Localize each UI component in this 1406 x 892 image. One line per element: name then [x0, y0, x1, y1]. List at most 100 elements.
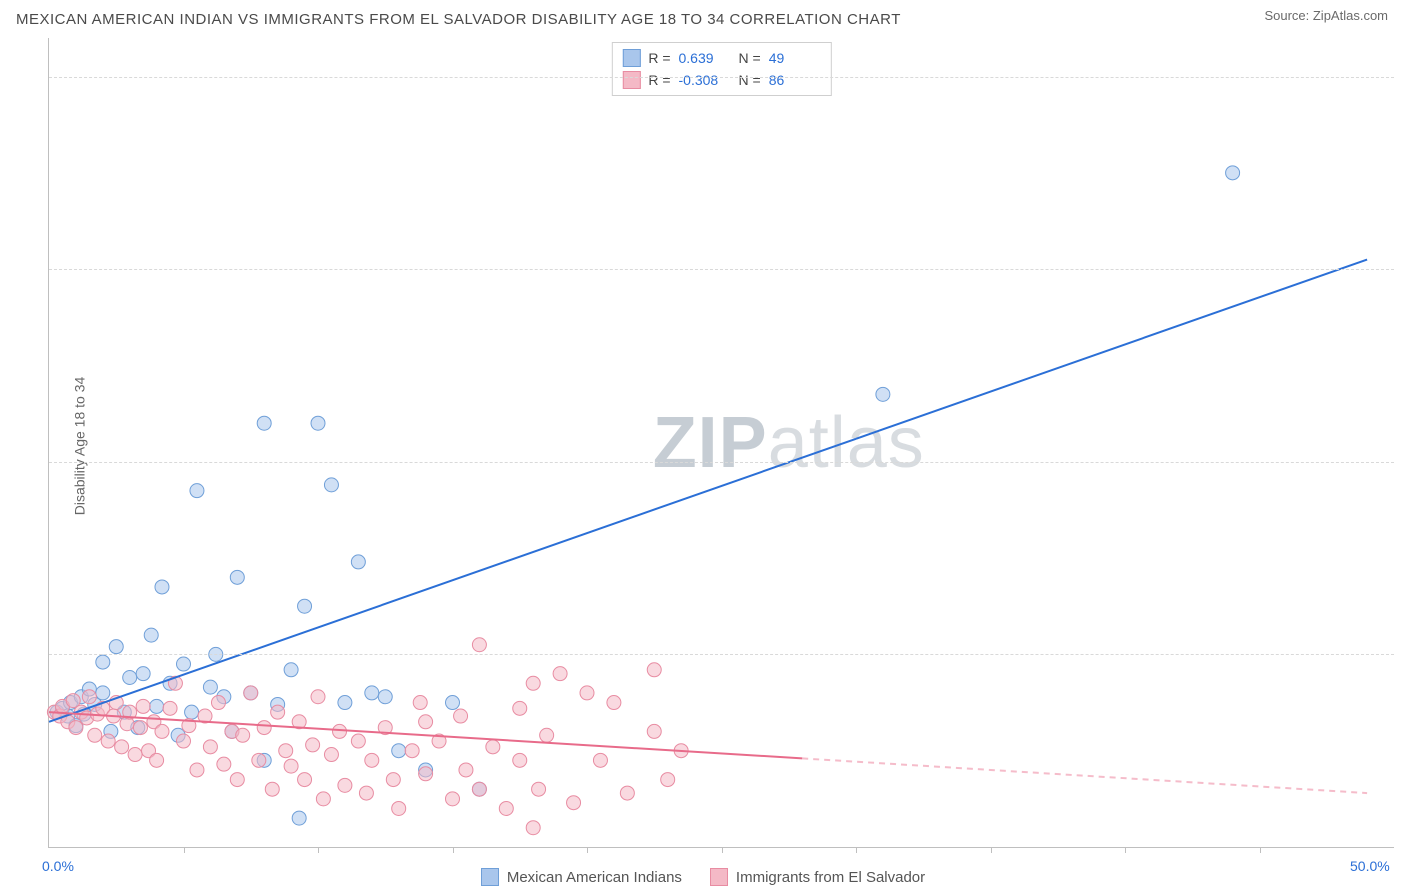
data-point	[298, 599, 312, 613]
data-point	[324, 478, 338, 492]
data-point	[203, 680, 217, 694]
correlation-stats-box: R = 0.639 N = 49R =-0.308N =86	[611, 42, 831, 96]
data-point	[306, 738, 320, 752]
data-point	[351, 734, 365, 748]
x-tick	[587, 847, 588, 853]
x-tick	[991, 847, 992, 853]
data-point	[190, 763, 204, 777]
data-point	[338, 778, 352, 792]
data-point	[298, 773, 312, 787]
data-point	[230, 570, 244, 584]
x-tick	[184, 847, 185, 853]
data-point	[284, 759, 298, 773]
data-point	[136, 667, 150, 681]
data-point	[359, 786, 373, 800]
data-point	[82, 690, 96, 704]
data-point	[532, 782, 546, 796]
r-value: 0.639	[679, 47, 731, 69]
data-point	[217, 757, 231, 771]
grid-line	[49, 269, 1394, 270]
trend-line-extrapolated	[802, 758, 1367, 793]
n-value: 49	[769, 47, 821, 69]
data-point	[316, 792, 330, 806]
data-point	[365, 753, 379, 767]
data-point	[540, 728, 554, 742]
data-point	[647, 724, 661, 738]
data-point	[311, 416, 325, 430]
data-point	[128, 748, 142, 762]
data-point	[333, 724, 347, 738]
x-tick	[1260, 847, 1261, 853]
data-point	[163, 701, 177, 715]
data-point	[211, 696, 225, 710]
data-point	[150, 699, 164, 713]
series-swatch	[622, 49, 640, 67]
data-point	[446, 696, 460, 710]
data-point	[177, 734, 191, 748]
data-point	[311, 690, 325, 704]
data-point	[88, 728, 102, 742]
data-point	[136, 699, 150, 713]
data-point	[185, 705, 199, 719]
data-point	[647, 663, 661, 677]
data-point	[1226, 166, 1240, 180]
data-point	[459, 763, 473, 777]
grid-line	[49, 654, 1394, 655]
data-point	[155, 724, 169, 738]
data-point	[244, 686, 258, 700]
data-point	[499, 801, 513, 815]
trend-line	[49, 439, 856, 722]
data-point	[620, 786, 634, 800]
r-label: R =	[648, 69, 670, 91]
data-point	[386, 773, 400, 787]
data-point	[446, 792, 460, 806]
data-point	[101, 734, 115, 748]
data-point	[96, 655, 110, 669]
data-point	[96, 686, 110, 700]
data-point	[580, 686, 594, 700]
trend-line-extrapolated	[856, 260, 1367, 439]
data-point	[236, 728, 250, 742]
data-point	[150, 753, 164, 767]
chart-title: MEXICAN AMERICAN INDIAN VS IMMIGRANTS FR…	[16, 11, 901, 28]
data-point	[177, 657, 191, 671]
data-point	[257, 416, 271, 430]
data-point	[392, 801, 406, 815]
data-point	[292, 811, 306, 825]
x-tick	[453, 847, 454, 853]
legend-label: Mexican American Indians	[507, 869, 682, 886]
data-point	[123, 670, 137, 684]
data-point	[472, 782, 486, 796]
legend-item: Mexican American Indians	[481, 868, 682, 886]
stats-row: R =-0.308N =86	[622, 69, 820, 91]
x-tick	[722, 847, 723, 853]
data-point	[338, 696, 352, 710]
legend-swatch	[481, 868, 499, 886]
data-point	[513, 701, 527, 715]
data-point	[284, 663, 298, 677]
data-point	[392, 744, 406, 758]
chart-plot-area: ZIPatlas R =0.639N =49R =-0.308N =86 10.…	[48, 38, 1394, 848]
data-point	[351, 555, 365, 569]
data-point	[419, 715, 433, 729]
data-point	[593, 753, 607, 767]
data-point	[365, 686, 379, 700]
data-point	[271, 705, 285, 719]
data-point	[526, 821, 540, 835]
data-point	[257, 721, 271, 735]
data-point	[115, 740, 129, 754]
data-point	[324, 748, 338, 762]
data-point	[109, 640, 123, 654]
data-point	[661, 773, 675, 787]
data-point	[378, 690, 392, 704]
legend-swatch	[710, 868, 728, 886]
data-point	[203, 740, 217, 754]
legend-item: Immigrants from El Salvador	[710, 868, 925, 886]
n-label: N =	[739, 47, 761, 69]
x-tick	[1125, 847, 1126, 853]
x-tick	[318, 847, 319, 853]
data-point	[876, 387, 890, 401]
grid-line	[49, 462, 1394, 463]
data-point	[190, 484, 204, 498]
stats-row: R =0.639N =49	[622, 47, 820, 69]
